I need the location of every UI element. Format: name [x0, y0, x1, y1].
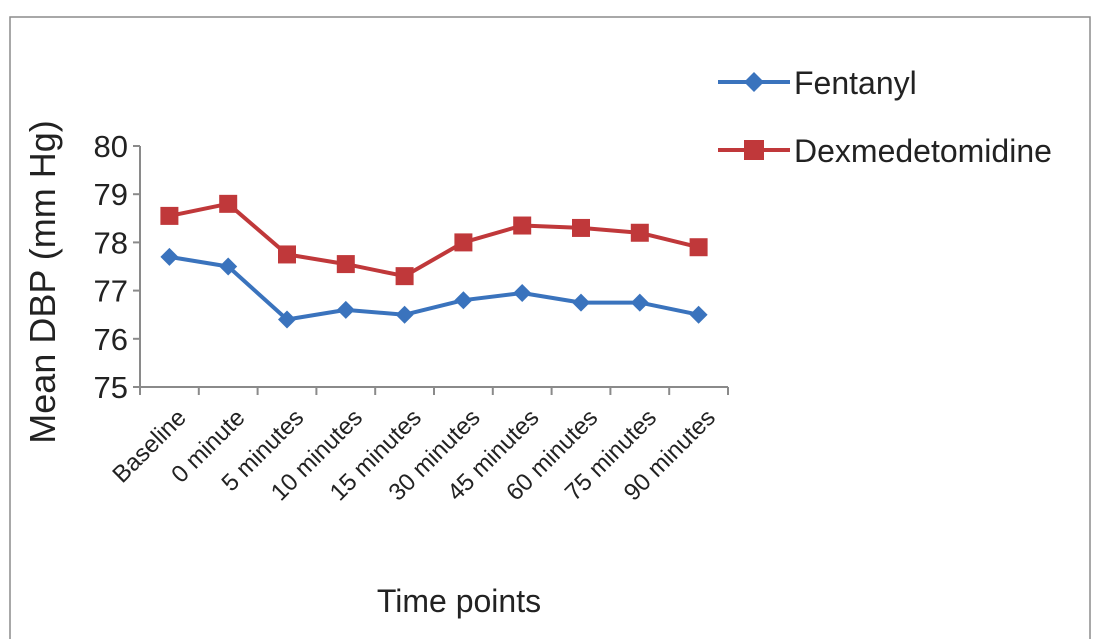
data-point — [160, 247, 179, 266]
legend-label: Dexmedetomidine — [794, 133, 1052, 169]
legend: Fentanyl Dexmedetomidine — [718, 65, 1052, 169]
data-point — [160, 206, 179, 225]
legend-label: Fentanyl — [794, 65, 917, 101]
legend-marker — [744, 140, 764, 160]
y-tick-label: 80 — [94, 129, 128, 164]
data-point — [572, 218, 590, 237]
data-point — [513, 216, 532, 235]
y-tick-label: 78 — [94, 225, 128, 260]
y-tick-label: 76 — [94, 322, 128, 357]
legend-marker — [744, 72, 764, 92]
data-point — [336, 255, 355, 274]
data-point — [454, 233, 473, 252]
data-point — [336, 300, 355, 319]
data-point — [278, 310, 296, 329]
data-point — [630, 223, 649, 242]
y-tick-label: 77 — [94, 274, 128, 309]
data-point — [689, 305, 708, 324]
data-point — [219, 194, 238, 213]
data-point — [278, 245, 296, 264]
y-axis: 75 76 77 78 79 80 — [94, 129, 141, 405]
x-axis-title: Time points — [377, 583, 541, 619]
chart-border — [9, 16, 1091, 639]
data-point — [454, 291, 473, 310]
data-point — [513, 284, 532, 303]
data-point — [572, 293, 590, 312]
series-layer — [160, 194, 708, 329]
y-tick-label: 79 — [94, 177, 128, 212]
data-point — [395, 305, 414, 324]
y-tick-label: 75 — [94, 370, 128, 405]
data-point — [395, 267, 414, 286]
series-line — [169, 254, 700, 322]
data-point — [630, 293, 649, 312]
y-axis-title: Mean DBP (mm Hg) — [22, 120, 63, 443]
series-line — [168, 201, 700, 279]
data-point — [689, 238, 708, 257]
data-point — [219, 257, 238, 276]
